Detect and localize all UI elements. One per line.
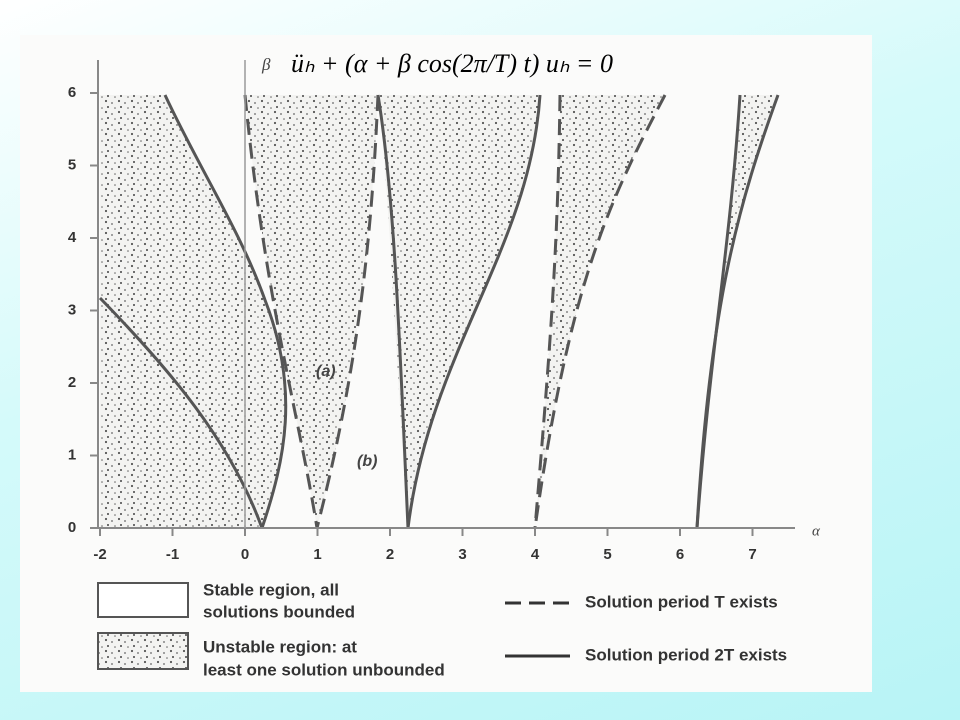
y-tick-label: 3 [68, 301, 76, 318]
x-tick-label: -1 [166, 546, 179, 563]
x-tick-label: 5 [603, 546, 611, 563]
y-tick-label: 0 [68, 519, 76, 536]
x-tick-label: 6 [676, 546, 684, 563]
legend-text: least one solution unbounded [203, 660, 445, 679]
legend-stable-swatch [97, 582, 189, 618]
x-tick-label: -2 [93, 546, 106, 563]
y-tick-label: 5 [68, 156, 76, 173]
y-tick-label: 1 [68, 446, 76, 463]
y-axis-label: β [261, 55, 271, 74]
y-tick-label: 2 [68, 374, 76, 391]
x-tick-label: 1 [313, 546, 321, 563]
legend-text: Solution period 2T exists [585, 645, 787, 664]
x-axis-label: α [812, 523, 821, 539]
legend-text: solutions bounded [203, 602, 355, 621]
x-tick-label: 3 [458, 546, 466, 563]
unstable-regions [100, 95, 778, 528]
equation: üₕ + (α + β cos(2π/T) t) uₕ = 0 [291, 49, 613, 78]
x-tick-label: 4 [531, 546, 540, 563]
y-tick-label: 4 [68, 229, 77, 246]
y-tick-label: 6 [68, 84, 76, 101]
legend-text: Unstable region: at [203, 637, 357, 656]
legend-text: Stable region, all [203, 580, 339, 599]
dashed-curves [243, 94, 667, 529]
legend-text: Solution period T exists [585, 592, 778, 611]
x-tick-label: 2 [386, 546, 394, 563]
boundary-curves [98, 94, 780, 529]
x-tick-label: 7 [748, 546, 756, 563]
legend-unstable-swatch [97, 632, 189, 670]
annotation: (a) [316, 363, 336, 380]
x-tick-label: 0 [241, 546, 249, 563]
ticks: -2 -1 0 1 2 3 4 5 6 7 0 1 2 3 4 5 6 [68, 84, 757, 563]
annotation: (b) [357, 453, 377, 470]
